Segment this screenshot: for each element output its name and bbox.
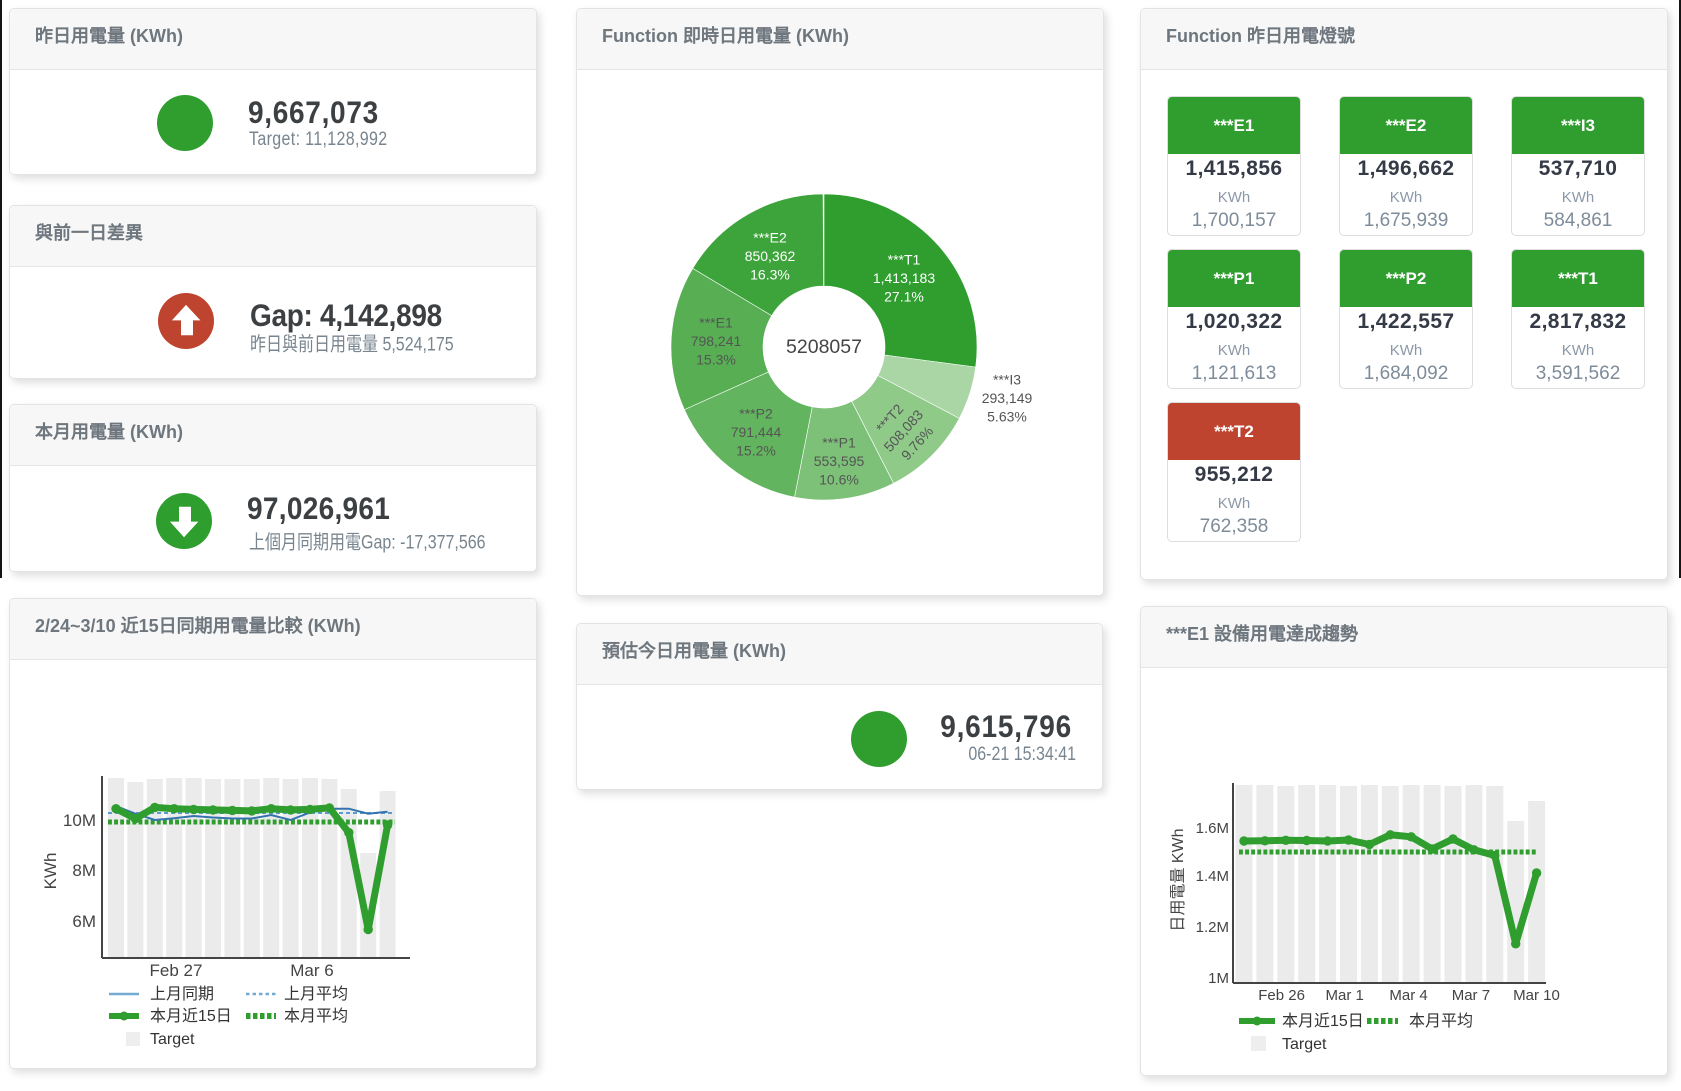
svg-text:上月平均: 上月平均 — [284, 985, 348, 1003]
svg-text:***P2: ***P2 — [739, 406, 773, 422]
svg-text:16.3%: 16.3% — [750, 267, 790, 283]
svg-text:Feb 26: Feb 26 — [1258, 987, 1305, 1004]
svg-text:本月近15日: 本月近15日 — [150, 1007, 232, 1025]
svg-text:***E2: ***E2 — [753, 230, 787, 246]
svg-text:Target: Target — [150, 1031, 195, 1048]
svg-text:***T1: ***T1 — [888, 252, 921, 268]
svg-text:Mar 4: Mar 4 — [1389, 987, 1427, 1004]
svg-text:10M: 10M — [63, 811, 96, 830]
svg-text:1,413,183: 1,413,183 — [873, 270, 935, 286]
svg-text:1.4M: 1.4M — [1196, 868, 1229, 885]
svg-text:***I3: ***I3 — [993, 372, 1021, 388]
svg-text:Mar 10: Mar 10 — [1513, 987, 1560, 1004]
svg-text:Mar 6: Mar 6 — [290, 961, 333, 980]
svg-text:本月平均: 本月平均 — [284, 1007, 348, 1025]
svg-text:850,362: 850,362 — [745, 248, 796, 264]
svg-text:Mar 7: Mar 7 — [1452, 987, 1490, 1004]
svg-text:293,149: 293,149 — [982, 390, 1033, 406]
svg-text:553,595: 553,595 — [814, 453, 865, 469]
svg-text:上月同期: 上月同期 — [150, 985, 214, 1003]
svg-text:10.6%: 10.6% — [819, 472, 859, 488]
svg-text:KWh: KWh — [41, 853, 60, 890]
svg-text:1.2M: 1.2M — [1196, 919, 1229, 936]
svg-text:5208057: 5208057 — [786, 336, 862, 358]
svg-text:Mar 1: Mar 1 — [1326, 987, 1364, 1004]
svg-text:本月平均: 本月平均 — [1409, 1012, 1473, 1030]
svg-text:15.2%: 15.2% — [736, 443, 776, 459]
svg-text:27.1%: 27.1% — [884, 289, 924, 305]
svg-text:Feb 27: Feb 27 — [150, 961, 203, 980]
svg-text:15.3%: 15.3% — [696, 352, 736, 368]
svg-text:798,241: 798,241 — [691, 333, 742, 349]
svg-text:8M: 8M — [72, 861, 96, 880]
svg-text:791,444: 791,444 — [731, 424, 782, 440]
svg-text:6M: 6M — [72, 912, 96, 931]
svg-text:***P1: ***P1 — [822, 435, 856, 451]
svg-text:日用電量 KWh: 日用電量 KWh — [1170, 828, 1187, 931]
svg-text:1M: 1M — [1208, 970, 1229, 987]
svg-text:1.6M: 1.6M — [1196, 820, 1229, 837]
svg-text:Target: Target — [1282, 1036, 1327, 1053]
svg-text:5.63%: 5.63% — [987, 409, 1027, 425]
svg-text:***E1: ***E1 — [699, 315, 733, 331]
svg-text:本月近15日: 本月近15日 — [1282, 1012, 1364, 1030]
